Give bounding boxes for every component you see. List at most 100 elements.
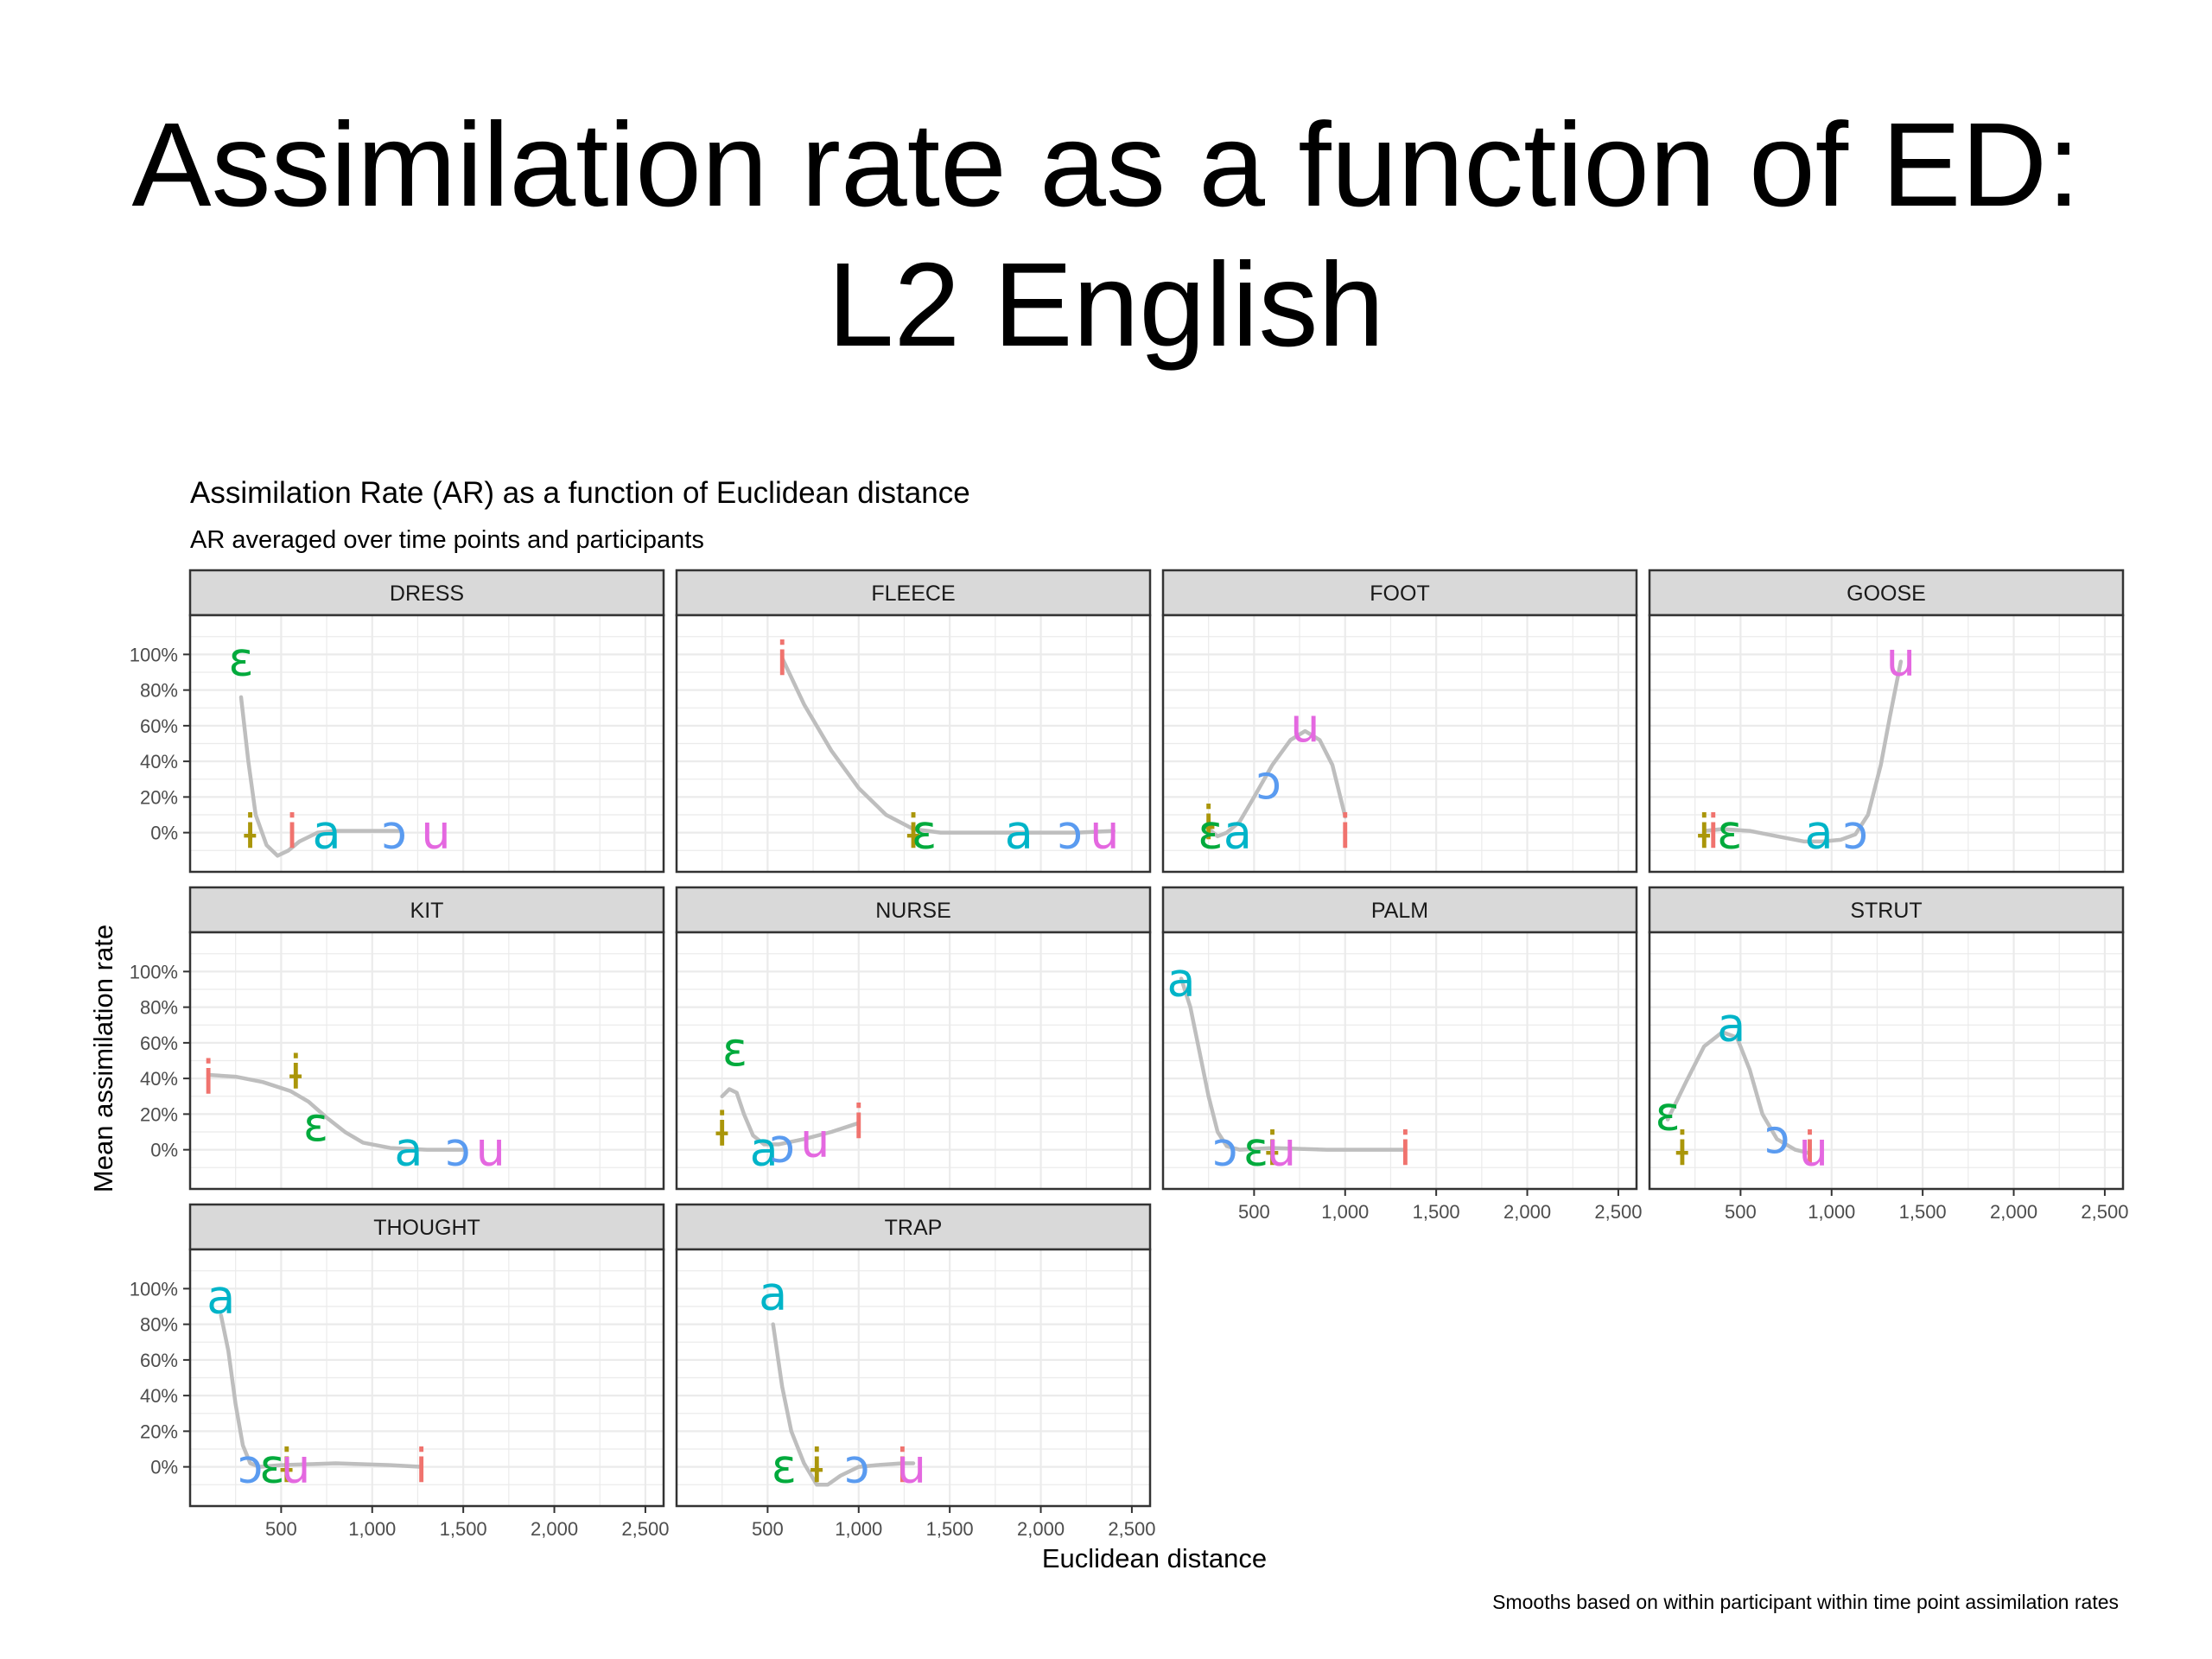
point-fleece-u: u: [1090, 805, 1119, 860]
gridlines-trap: [677, 1249, 1150, 1506]
strip-label-kit: KIT: [410, 899, 444, 923]
strip-trap: [675, 1203, 1152, 1251]
smooth-line-dress: [238, 695, 402, 858]
point-nurse-barred-i: ɨ: [715, 1103, 728, 1157]
chart-caption: Smooths based on within participant with…: [1492, 1591, 2119, 1613]
point-goose-i: i: [1707, 805, 1719, 860]
y-tick-label: 40%: [140, 751, 178, 772]
x-tick-label: 2,000: [1017, 1518, 1065, 1540]
x-tick-label: 2,000: [1503, 1201, 1551, 1223]
panel-dress: DRESS ɛ ɨ i a ɔ u 0% 20% 40% 60% 80% 100%: [130, 569, 665, 874]
point-goose-u: u: [1886, 632, 1916, 687]
y-tick-label: 80%: [140, 680, 178, 702]
y-tick-label: 20%: [140, 786, 178, 808]
gridlines-dress: [190, 615, 664, 872]
strip-label-goose: GOOSE: [1847, 582, 1926, 606]
y-tick-label: 60%: [140, 1350, 178, 1371]
point-thought-barred-i: ɨ: [280, 1440, 293, 1494]
point-kit-u: u: [476, 1122, 505, 1177]
x-tick-label: 1,000: [1808, 1201, 1855, 1223]
gridlines-strut: [1649, 932, 2123, 1189]
x-tick-label: 2,000: [1990, 1201, 2037, 1223]
point-foot-i: i: [1338, 805, 1351, 860]
point-trap-barred-i: ɨ: [810, 1440, 823, 1494]
smooth-line-kit: [206, 1072, 466, 1152]
point-strut-epsilon: ɛ: [1655, 1086, 1680, 1141]
point-goose-epsilon: ɛ: [1717, 805, 1742, 860]
point-palm-u: u: [1267, 1122, 1296, 1177]
y-tick-label: 100%: [130, 1278, 178, 1300]
x-tick-label: 2,500: [1594, 1201, 1642, 1223]
strip-label-nurse: NURSE: [875, 899, 951, 923]
x-tick-label: 1,000: [1321, 1201, 1369, 1223]
point-fleece-barred-i: ɨ: [906, 805, 919, 860]
point-fleece-epsilon: ɛ: [912, 805, 937, 860]
smooth-line-nurse: [720, 1087, 861, 1147]
point-strut-a: a: [1717, 997, 1745, 1052]
strip-thought: [188, 1203, 665, 1251]
point-nurse-open-o: ɔ: [769, 1119, 795, 1173]
strip-label-thought: THOUGHT: [373, 1216, 480, 1240]
point-dress-epsilon: ɛ: [228, 632, 253, 687]
smooth-line-palm: [1179, 976, 1408, 1152]
point-nurse-i: i: [852, 1096, 865, 1150]
panel-border-kit: [188, 931, 665, 1191]
x-tick-label: 1,500: [1899, 1201, 1947, 1223]
slide-title: Assimilation rate as a function of ED: L…: [0, 95, 2212, 375]
panel-border-strut: [1648, 931, 2125, 1191]
x-tick-label: 1,500: [440, 1518, 487, 1540]
point-fleece-a: a: [1005, 805, 1033, 860]
strip-nurse: [675, 886, 1152, 934]
gridlines-thought: [190, 1249, 664, 1506]
x-tick-label: 1,500: [926, 1518, 974, 1540]
chart-subtitle: AR averaged over time points and partici…: [190, 526, 704, 554]
point-dress-u: u: [421, 805, 450, 860]
point-kit-epsilon: ɛ: [303, 1097, 328, 1152]
panel-border-thought: [188, 1248, 665, 1508]
point-thought-epsilon: ɛ: [259, 1440, 284, 1494]
y-tick-label: 100%: [130, 644, 178, 665]
panel-border-nurse: [675, 931, 1152, 1191]
slide-title-line-1: Assimilation rate as a function of ED:: [131, 99, 2081, 232]
x-tick-label: 500: [752, 1518, 784, 1540]
strip-label-palm: PALM: [1371, 899, 1428, 923]
point-trap-a: a: [759, 1267, 787, 1321]
chart-title: Assimilation Rate (AR) as a function of …: [190, 476, 970, 510]
point-dress-barred-i: ɨ: [244, 805, 257, 860]
x-tick-label: 2,000: [531, 1518, 578, 1540]
point-goose-barred-i: ɨ: [1698, 805, 1711, 860]
gridlines-goose: [1649, 615, 2123, 872]
smooth-line-strut: [1665, 1030, 1812, 1156]
point-fleece-open-o: ɔ: [1057, 805, 1083, 860]
panel-palm: PALM a ɔ ɛɨu i 500 1,000 1,500 2,000 2,500: [1161, 886, 1642, 1223]
smooth-line-trap: [771, 1322, 916, 1487]
point-foot-epsilon: ɛ: [1198, 805, 1223, 860]
panel-goose: GOOSE ɨiɛ a ɔ u: [1648, 569, 2125, 874]
gridlines-fleece: [677, 615, 1150, 872]
point-palm-i: i: [1399, 1122, 1412, 1177]
point-goose-open-o: ɔ: [1842, 805, 1868, 860]
panel-strut: STRUT ɛɨ a ɔ iu 500 1,000 1,500 2,000 2,500: [1648, 886, 2128, 1223]
point-palm-barred-i: ɨ: [1266, 1122, 1279, 1177]
panel-border-goose: [1648, 613, 2125, 874]
x-tick-label: 500: [1725, 1201, 1757, 1223]
point-strut-u: u: [1799, 1122, 1828, 1177]
slide-title-line-2: L2 English: [827, 238, 1385, 372]
point-kit-i: i: [202, 1051, 215, 1105]
point-kit-open-o: ɔ: [445, 1122, 471, 1177]
y-tick-label: 0%: [150, 823, 178, 844]
panel-border-trap: [675, 1248, 1152, 1508]
point-goose-a: a: [1804, 805, 1833, 860]
strip-label-fleece: FLEECE: [871, 582, 955, 606]
smooth-line-goose: [1701, 659, 1904, 844]
point-nurse-epsilon: ɛ: [722, 1022, 747, 1077]
gridlines-nurse: [677, 932, 1150, 1189]
panel-border-foot: [1161, 613, 1638, 874]
point-dress-open-o: ɔ: [381, 805, 407, 860]
point-thought-i: i: [415, 1440, 428, 1494]
strip-label-dress: DRESS: [390, 582, 464, 606]
point-nurse-a: a: [750, 1122, 779, 1177]
point-nurse-u: u: [800, 1113, 830, 1167]
